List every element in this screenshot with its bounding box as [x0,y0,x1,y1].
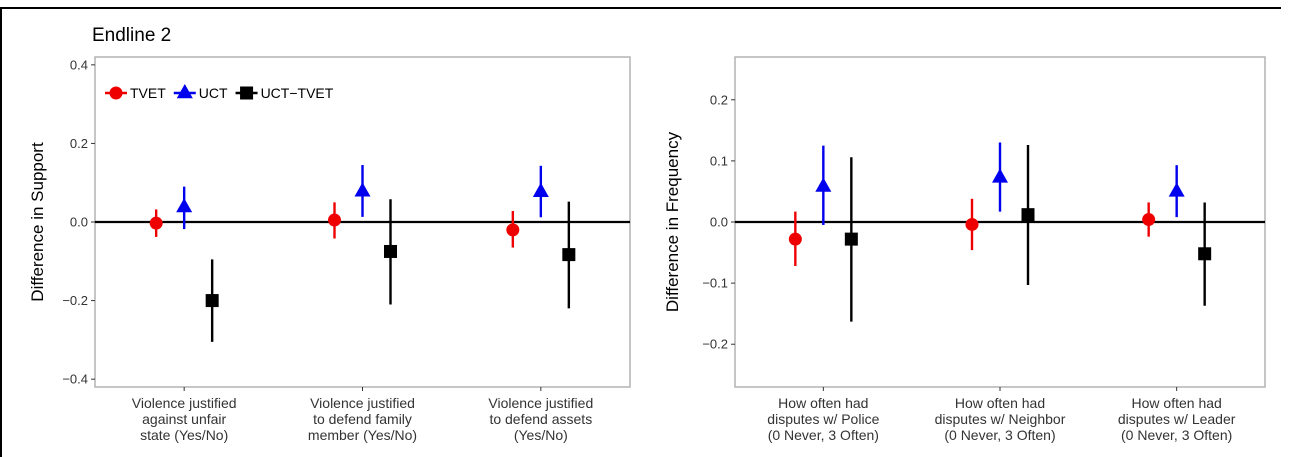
figure-top-rule [0,7,1281,9]
legend-key-uct-tvet [240,86,254,100]
point-uct [532,182,549,197]
y-tick-label: −0.4 [62,372,88,387]
x-category-label: (0 Never, 3 Often) [944,427,1055,443]
y-tick-label: −0.2 [702,337,728,352]
y-tick-label: 0.0 [70,215,88,230]
point-uct-tvet [384,244,397,258]
point-tvet [965,217,979,231]
legend-key-tvet [109,86,123,100]
x-category-label: (Yes/No) [514,427,568,443]
point-uct [1168,182,1185,197]
x-category-label: to defend assets [489,411,592,427]
point-uct [992,168,1008,183]
x-category-label: Violence justified [132,395,237,411]
legend-label: UCT [199,85,228,101]
y-axis-label: Difference in Frequency [663,131,682,312]
x-category-label: How often had [1132,395,1222,411]
x-category-label: disputes w/ Police [767,411,879,427]
point-tvet [328,213,341,227]
point-uct [354,182,371,197]
y-tick-label: 0.4 [70,57,88,72]
legend-key-uct [176,84,193,99]
point-tvet [506,223,520,237]
x-category-label: How often had [778,395,868,411]
legend-label: UCT−TVET [261,85,334,101]
point-uct-tvet [1021,208,1035,222]
y-tick-label: 0.2 [710,92,728,107]
x-category-label: disputes w/ Leader [1118,411,1236,427]
point-uct-tvet [562,248,576,262]
point-uct-tvet [1198,247,1212,261]
point-uct [176,198,193,213]
x-category-label: disputes w/ Neighbor [935,411,1066,427]
y-tick-label: 0.2 [70,136,88,151]
x-category-label: state (Yes/No) [140,427,228,443]
point-tvet [788,232,802,246]
point-tvet [149,216,163,230]
y-tick-label: −0.2 [62,293,88,308]
x-category-label: to defend family [313,411,412,427]
chart-panel-2: −0.2 −0.1 0.0 0.1 0.2 Difference in Frequency… [663,56,1266,443]
point-uct [815,177,832,192]
legend-label: TVET [130,85,166,101]
chart-panel-1: −0.4 −0.2 0.0 0.2 0.4 Difference in Support Vi… [28,56,631,443]
y-tick-label: −0.1 [702,276,728,291]
x-category-label: against unfair [142,411,226,427]
x-category-label: (0 Never, 3 Often) [768,427,879,443]
x-category-label: Violence justified [310,395,415,411]
x-category-label: How often had [955,395,1045,411]
legend: TVET UCT UCT−TVET [105,84,334,101]
y-tick-label: 0.1 [710,153,728,168]
x-category-label: Violence justified [488,395,593,411]
figure-left-rule [0,7,2,457]
y-tick-label: 0.0 [710,215,728,230]
x-category-label: (0 Never, 3 Often) [1121,427,1232,443]
point-tvet [1142,213,1156,227]
point-uct-tvet [844,232,858,246]
x-category-label: member (Yes/No) [308,427,417,443]
y-axis-label: Difference in Support [28,142,47,302]
point-uct-tvet [205,294,219,308]
section-title: Endline 2 [92,25,172,46]
